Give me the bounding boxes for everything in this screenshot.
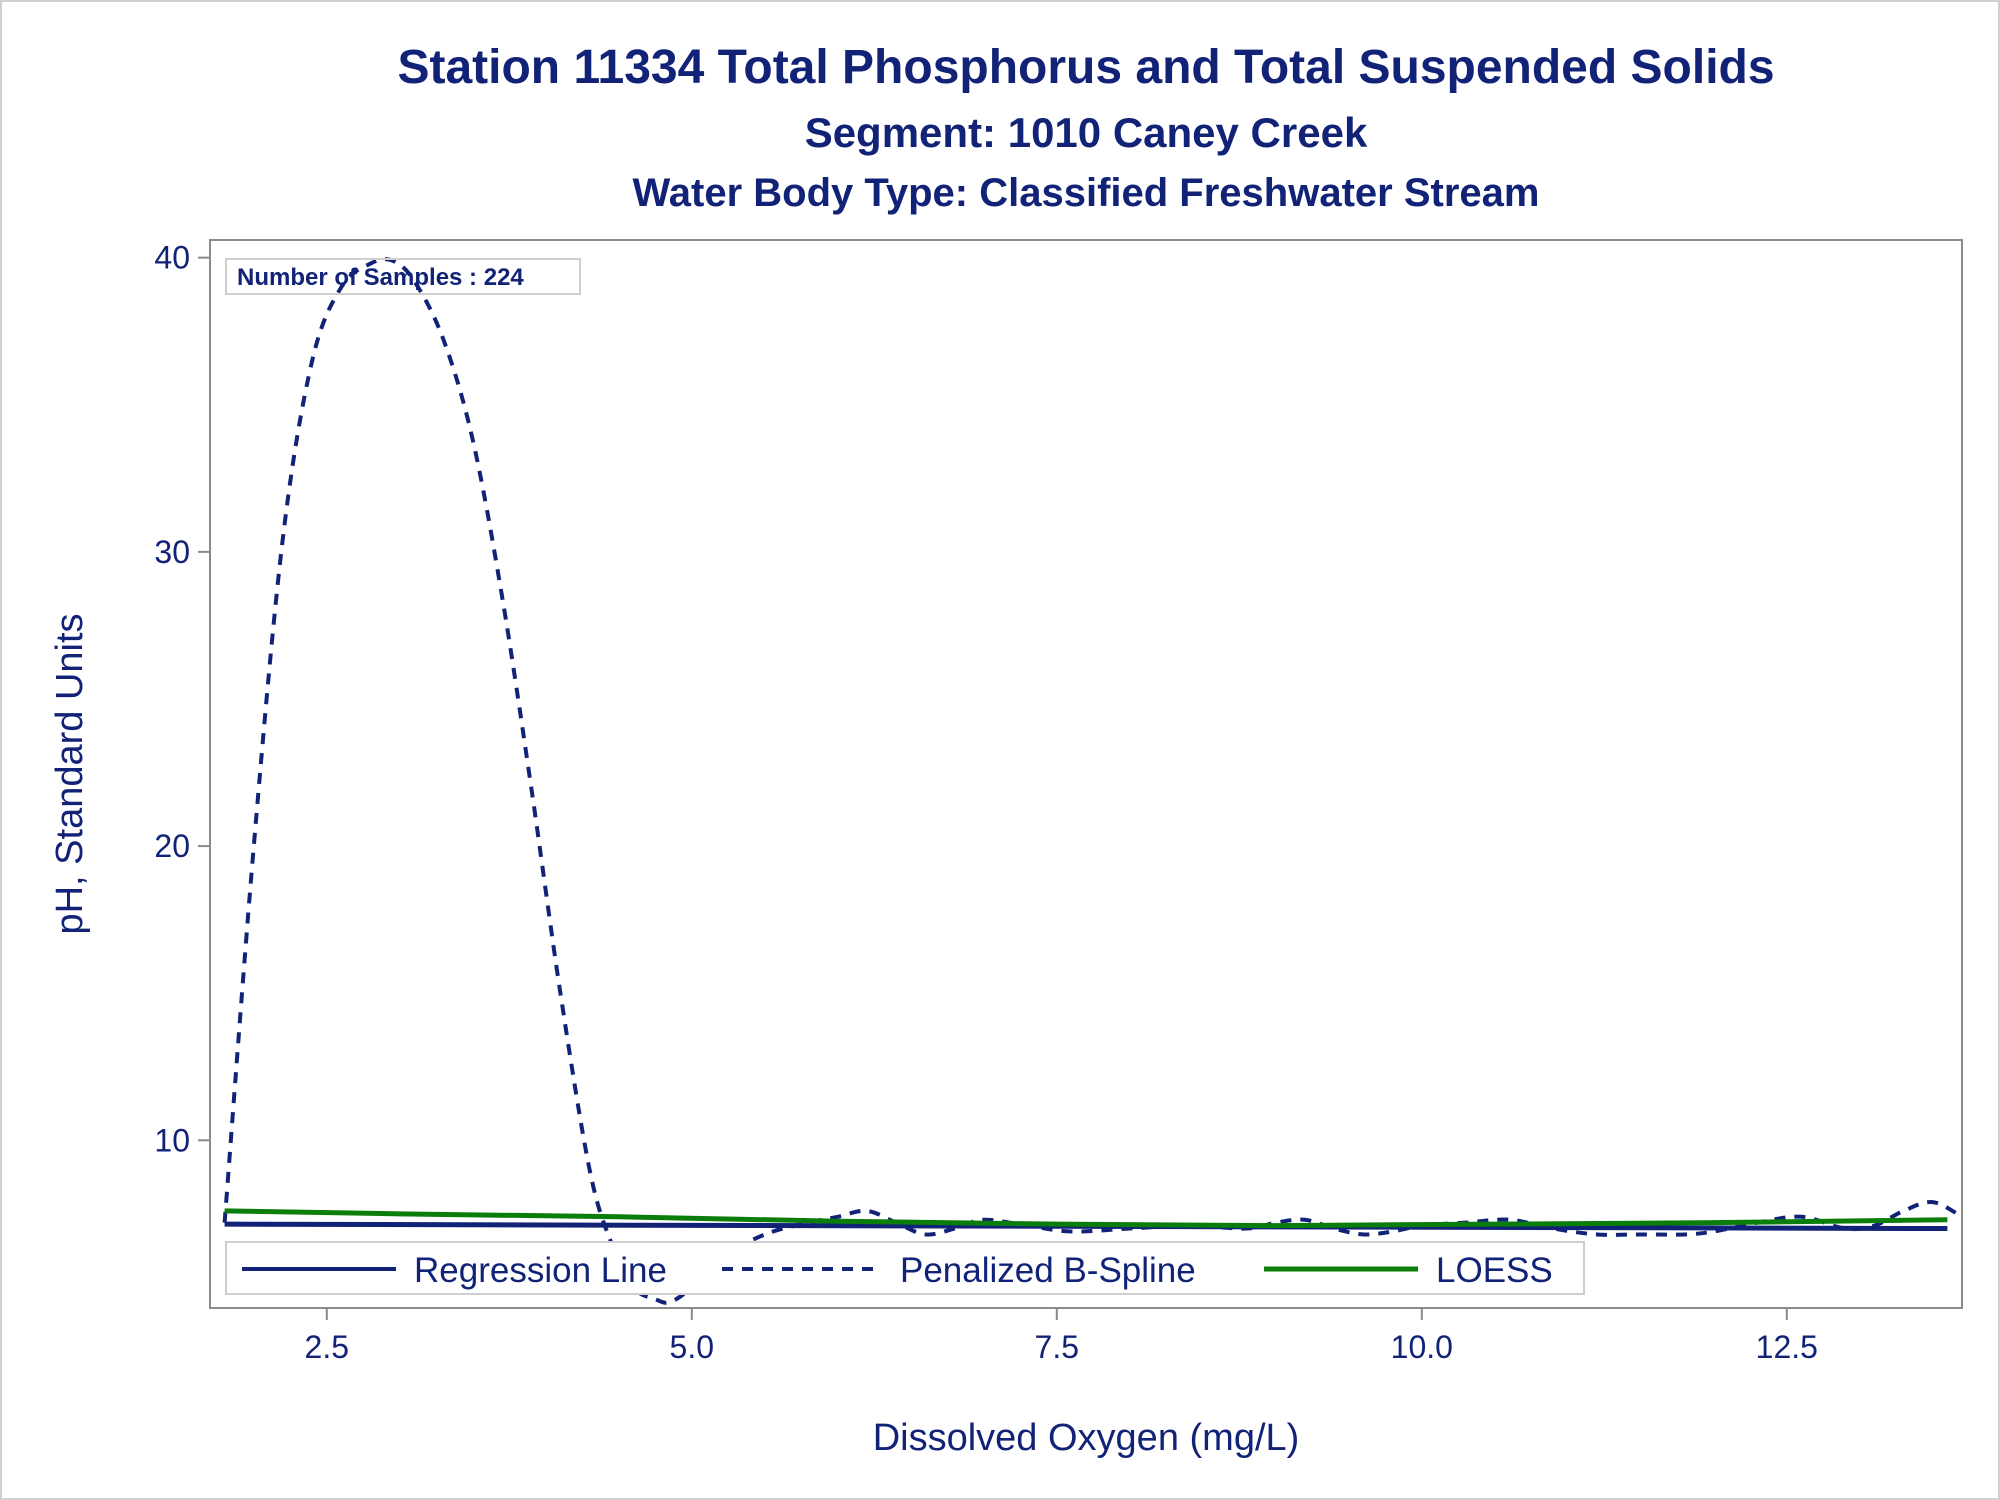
y-tick-label: 10: [154, 1122, 190, 1158]
x-tick-label: 12.5: [1756, 1329, 1818, 1365]
penalized-bspline-line: [222, 257, 1963, 1305]
y-axis-ticks: 10 20 30 40: [154, 240, 210, 1158]
legend-label-loess: LOESS: [1436, 1251, 1553, 1290]
x-tick-label: 2.5: [305, 1329, 349, 1365]
legend: Regression Line Penalized B-Spline LOESS: [225, 1241, 1585, 1295]
chart-title: Station 11334 Total Phosphorus and Total…: [397, 41, 1774, 94]
series-layer: [222, 257, 1963, 1305]
y-tick-label: 30: [154, 534, 190, 570]
legend-label-bspline: Penalized B-Spline: [900, 1251, 1196, 1290]
x-tick-label: 5.0: [670, 1329, 714, 1365]
x-tick-label: 7.5: [1035, 1329, 1079, 1365]
chart-subtitle-2: Water Body Type: Classified Freshwater S…: [633, 171, 1540, 215]
plot-area: [209, 239, 1963, 1309]
y-tick-label: 20: [154, 828, 190, 864]
y-axis-label: pH, Standard Units: [49, 613, 91, 934]
sample-count-box: [225, 258, 581, 295]
legend-label-regression: Regression Line: [414, 1251, 667, 1290]
loess-line: [224, 1208, 1948, 1229]
x-tick-label: 10.0: [1391, 1329, 1453, 1365]
sample-count-text: Number of Samples : 224: [237, 264, 524, 291]
x-axis-ticks: 2.5 5.0 7.5 10.0 12.5: [305, 1308, 1818, 1365]
y-tick-label: 40: [154, 240, 190, 276]
chart-subtitle: Segment: 1010 Caney Creek: [805, 109, 1368, 156]
sample-count-inset: Number of Samples : 224: [225, 258, 581, 295]
x-axis-label: Dissolved Oxygen (mg/L): [873, 1417, 1300, 1459]
